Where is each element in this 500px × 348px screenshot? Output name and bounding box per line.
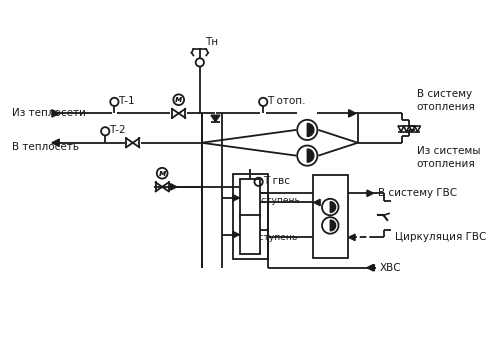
Text: Из системы
отопления: Из системы отопления: [416, 147, 480, 169]
Circle shape: [297, 120, 318, 140]
Polygon shape: [330, 220, 336, 231]
Text: В теплосеть: В теплосеть: [12, 142, 78, 152]
Circle shape: [297, 145, 318, 166]
Polygon shape: [308, 123, 314, 136]
Text: Тн: Тн: [206, 37, 218, 47]
Bar: [233, 174, 268, 259]
Polygon shape: [314, 199, 320, 206]
Text: Т-2: Т-2: [109, 125, 126, 135]
Polygon shape: [211, 115, 220, 122]
Text: В систему
отопления: В систему отопления: [416, 89, 476, 112]
Text: Т отоп.: Т отоп.: [267, 96, 306, 106]
Polygon shape: [233, 195, 239, 201]
Text: ХВС: ХВС: [380, 263, 402, 273]
Polygon shape: [348, 110, 356, 117]
Text: I ступень: I ступень: [253, 233, 298, 242]
Text: м: м: [175, 95, 182, 104]
Text: В систему ГВС: В систему ГВС: [378, 188, 457, 198]
Text: Т-1: Т-1: [118, 96, 134, 106]
Polygon shape: [170, 184, 177, 190]
Bar: [240, 215, 260, 254]
Polygon shape: [368, 264, 374, 271]
Polygon shape: [308, 149, 314, 162]
Polygon shape: [233, 231, 239, 238]
Polygon shape: [348, 234, 355, 240]
Circle shape: [322, 199, 338, 215]
Text: м: м: [158, 169, 166, 178]
Bar: [313, 175, 348, 258]
Text: Т гвс: Т гвс: [263, 176, 290, 186]
Polygon shape: [367, 264, 374, 271]
Polygon shape: [367, 190, 374, 197]
Text: Из теплосети: Из теплосети: [12, 108, 86, 118]
Bar: [240, 179, 260, 217]
Text: Циркуляция ГВС: Циркуляция ГВС: [394, 232, 486, 243]
Text: II ступень: II ступень: [253, 196, 300, 205]
Polygon shape: [52, 110, 60, 117]
Polygon shape: [52, 139, 60, 147]
Circle shape: [322, 217, 338, 234]
Polygon shape: [330, 202, 336, 212]
